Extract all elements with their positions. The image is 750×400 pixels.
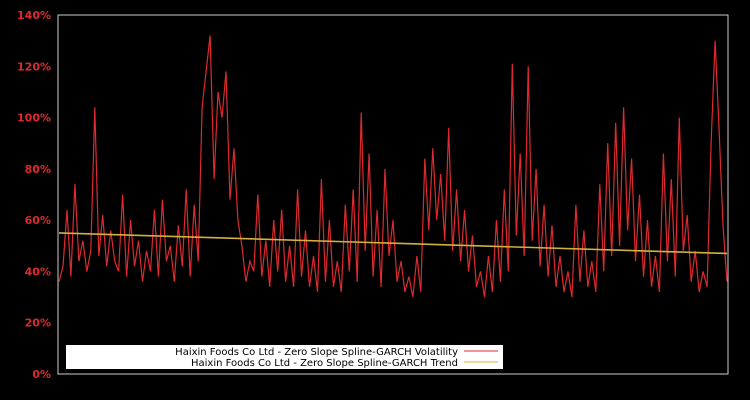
y-tick-label: 60% xyxy=(25,214,51,227)
y-tick-label: 140% xyxy=(17,9,51,22)
legend-box xyxy=(66,345,503,369)
trend-line xyxy=(58,232,728,255)
plot-series xyxy=(58,35,728,298)
legend-label-trend: Haixin Foods Co Ltd - Zero Slope Spline-… xyxy=(191,358,458,369)
legend-label-volatility: Haixin Foods Co Ltd - Zero Slope Spline-… xyxy=(175,347,458,358)
y-tick-label: 20% xyxy=(25,317,51,330)
legend: Haixin Foods Co Ltd - Zero Slope Spline-… xyxy=(66,345,503,369)
y-tick-label: 0% xyxy=(32,368,51,381)
volatility-line xyxy=(58,35,728,298)
y-tick-label: 40% xyxy=(25,265,51,278)
y-axis-ticks: 0% 20% 40% 60% 80% 100% 120% 140% xyxy=(17,9,51,381)
y-tick-label: 80% xyxy=(25,163,51,176)
y-tick-label: 120% xyxy=(17,60,51,73)
plot-area-frame xyxy=(57,14,729,375)
y-tick-label: 100% xyxy=(17,112,51,125)
